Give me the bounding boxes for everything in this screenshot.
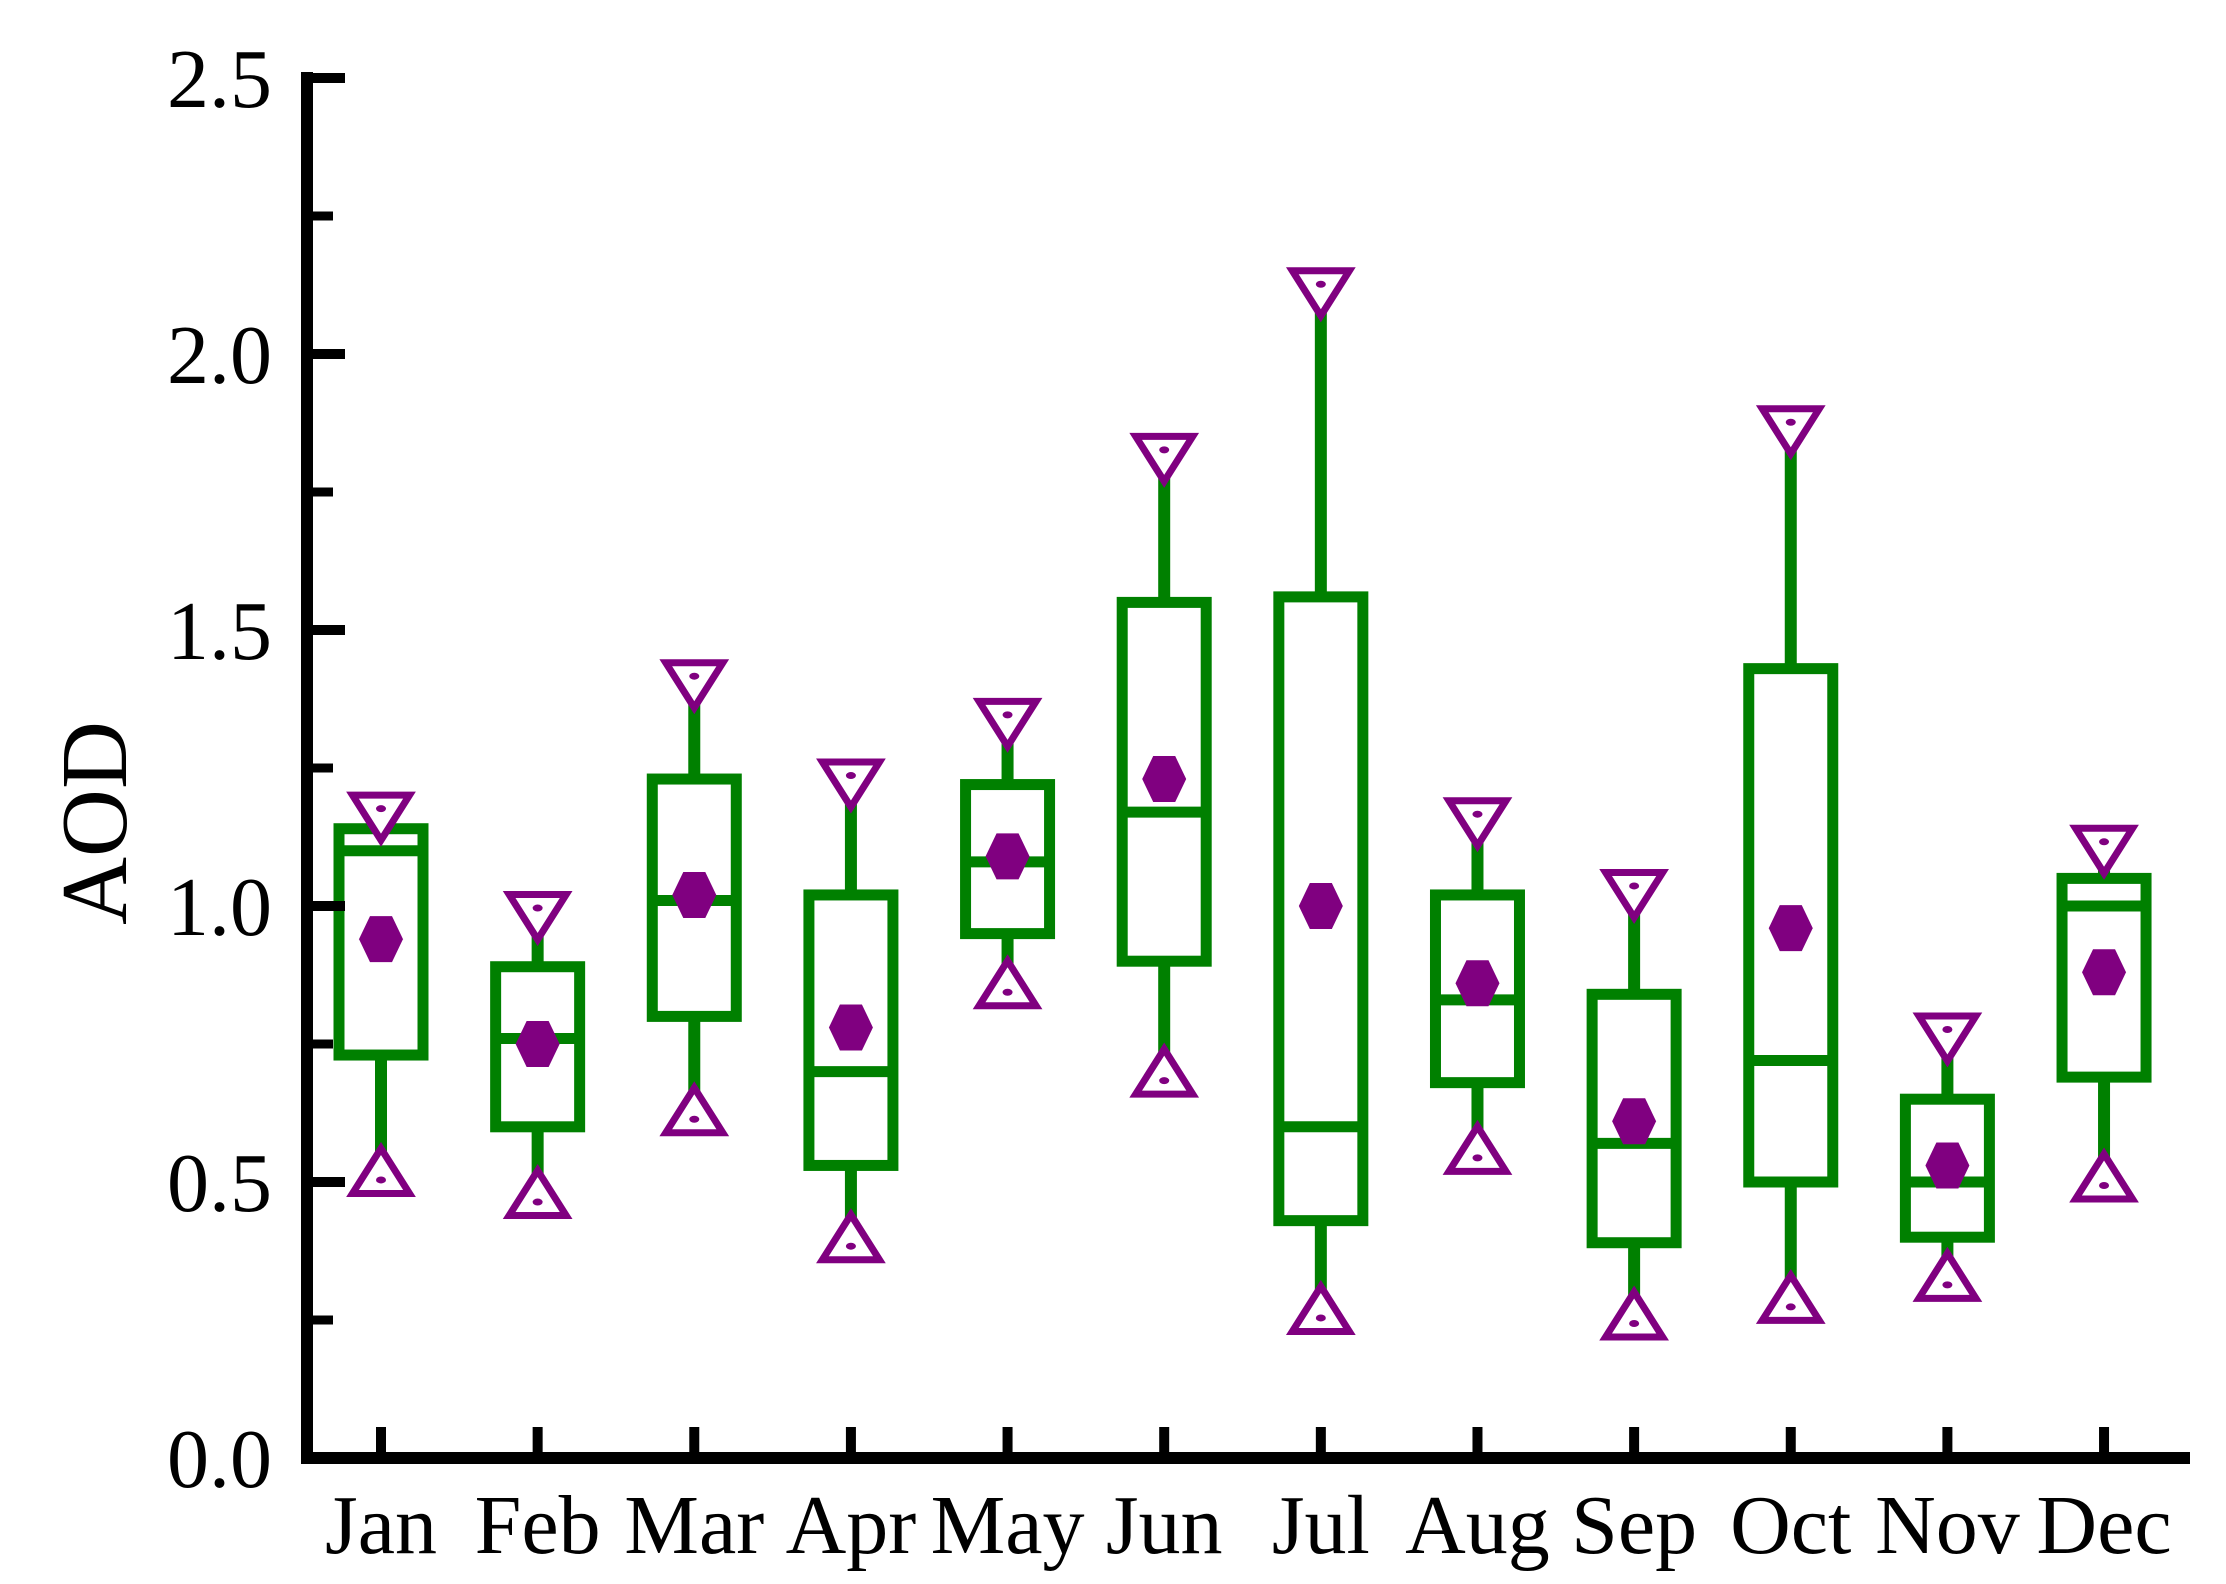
max-triangle-center-dot <box>532 904 543 912</box>
max-triangle-center-dot <box>2099 838 2110 846</box>
max-triangle-center-dot <box>1629 882 1640 890</box>
max-triangle-marker <box>1442 797 1513 853</box>
min-triangle-marker <box>1755 1268 1826 1324</box>
mean-hexagon-marker <box>1298 883 1343 929</box>
x-axis-label-may: May <box>931 1479 1085 1572</box>
min-triangle-marker <box>972 954 1043 1010</box>
min-triangle-marker <box>346 1141 416 1197</box>
box-group-sep <box>1586 868 1682 1341</box>
max-triangle-center-dot <box>1942 1025 1953 1033</box>
max-triangle-marker <box>502 891 573 947</box>
max-triangle-center-dot <box>1002 711 1013 719</box>
mean-hexagon-marker <box>1455 960 1500 1007</box>
x-axis-label-oct: Oct <box>1730 1479 1851 1572</box>
x-axis-label-nov: Nov <box>1875 1479 2020 1572</box>
mean-hexagon-marker <box>1142 756 1187 803</box>
y-axis-tick-label: 1.5 <box>167 585 272 678</box>
max-triangle-center-dot <box>1159 446 1170 454</box>
box-group-nov <box>1899 1012 1995 1302</box>
max-triangle-center-dot <box>1785 418 1796 426</box>
max-triangle-center-dot <box>376 805 386 813</box>
min-triangle-center-dot <box>1472 1154 1483 1162</box>
mean-hexagon-marker <box>828 1004 873 1051</box>
min-triangle-marker <box>1442 1119 1513 1175</box>
y-axis-title: AOD <box>43 721 147 925</box>
min-triangle-center-dot <box>1315 1314 1326 1322</box>
min-triangle-center-dot <box>1942 1281 1953 1289</box>
min-triangle-center-dot <box>1002 988 1013 996</box>
max-triangle-center-dot <box>689 672 700 680</box>
min-triangle-marker <box>1129 1042 1200 1098</box>
y-axis-tick-label: 2.5 <box>167 33 272 126</box>
min-triangle-center-dot <box>1785 1303 1796 1311</box>
x-axis-label-jun: Jun <box>1106 1479 1223 1572</box>
mean-hexagon-marker <box>1768 905 1813 952</box>
max-triangle-marker <box>346 791 416 847</box>
x-axis-label-dec: Dec <box>2036 1479 2171 1572</box>
x-axis-label-feb: Feb <box>475 1479 601 1572</box>
box-rect <box>1429 889 1525 1089</box>
min-triangle-marker <box>1599 1285 1669 1341</box>
max-triangle-marker <box>1129 432 1200 488</box>
mean-hexagon-marker <box>515 1021 560 1067</box>
max-triangle-center-dot <box>1315 280 1326 288</box>
box-group-apr <box>803 758 899 1264</box>
min-triangle-marker <box>1912 1246 1983 1302</box>
max-triangle-marker <box>1285 267 1356 323</box>
min-triangle-center-dot <box>1629 1319 1640 1327</box>
max-triangle-marker <box>972 697 1043 753</box>
max-triangle-marker <box>659 659 730 715</box>
max-triangle-marker <box>1599 868 1669 925</box>
min-triangle-center-dot <box>689 1115 700 1123</box>
mean-hexagon-marker <box>672 871 717 918</box>
x-axis-label-jul: Jul <box>1272 1479 1370 1572</box>
min-triangle-marker <box>816 1208 886 1264</box>
mean-hexagon-marker <box>985 833 1030 880</box>
x-axis-label-mar: Mar <box>624 1479 764 1572</box>
y-axis-tick-label: 0.5 <box>167 1137 272 1230</box>
mean-hexagon-marker <box>359 916 403 963</box>
mean-hexagon-marker <box>2082 949 2127 996</box>
box-rect <box>333 823 429 1061</box>
x-axis-label-apr: Apr <box>786 1479 917 1572</box>
box-group-jul <box>1273 267 1369 1335</box>
box-group-mar <box>646 659 742 1137</box>
max-triangle-marker <box>2069 824 2139 880</box>
box-group-aug <box>1429 797 1525 1175</box>
box-group-jan <box>333 791 429 1197</box>
min-triangle-center-dot <box>845 1242 856 1250</box>
max-triangle-center-dot <box>1472 810 1483 818</box>
x-axis-label-sep: Sep <box>1571 1479 1697 1572</box>
y-axis-tick-label: 0.0 <box>167 1413 272 1506</box>
box-group-jun <box>1116 432 1212 1098</box>
x-axis-label-jan: Jan <box>325 1479 437 1572</box>
min-triangle-center-dot <box>376 1176 386 1184</box>
min-triangle-marker <box>1285 1279 1356 1335</box>
box-group-oct <box>1743 405 1839 1324</box>
min-triangle-center-dot <box>1159 1077 1170 1085</box>
y-axis-tick-label: 1.0 <box>167 861 272 954</box>
max-triangle-marker <box>816 758 886 814</box>
box-group-feb <box>490 891 586 1220</box>
min-triangle-center-dot <box>532 1198 543 1206</box>
max-triangle-center-dot <box>845 772 856 780</box>
y-axis-tick-label: 2.0 <box>167 309 272 402</box>
min-triangle-marker <box>659 1081 730 1137</box>
mean-hexagon-marker <box>1612 1098 1657 1145</box>
max-triangle-marker <box>1755 405 1826 461</box>
min-triangle-marker <box>502 1163 573 1220</box>
min-triangle-marker <box>2069 1147 2139 1203</box>
max-triangle-marker <box>1912 1012 1983 1068</box>
box-group-may <box>960 697 1056 1010</box>
box-group-dec <box>2056 824 2152 1203</box>
mean-hexagon-marker <box>1925 1142 1970 1189</box>
x-axis-label-aug: Aug <box>1405 1479 1550 1572</box>
min-triangle-center-dot <box>2099 1181 2110 1189</box>
